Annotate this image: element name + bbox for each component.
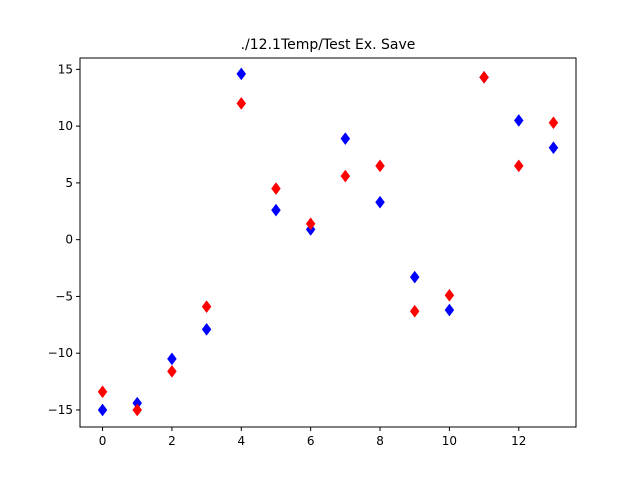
data-point [375,159,385,173]
data-point [444,288,455,302]
x-tick-label: 10 [442,434,457,448]
y-tick-label: −10 [48,346,73,360]
data-point [97,403,108,417]
x-tick-label: 0 [99,434,107,448]
data-point [409,304,420,318]
x-tick-label: 2 [168,434,176,448]
plot-area: 0 2 4 6 8 10 12 −15 −10 −5 0 5 10 15 [48,57,577,448]
axes-frame [79,57,577,428]
data-point [132,403,143,417]
x-tick-label: 12 [511,434,526,448]
data-point [375,195,385,209]
data-point [271,182,281,195]
y-tick-label: 0 [65,233,73,247]
data-point [236,96,247,110]
data-point [340,132,351,146]
data-point [167,364,177,378]
data-point [513,114,524,127]
y-tick-label: 10 [58,119,73,133]
y-tick-label: −15 [48,403,73,417]
data-point [201,322,212,336]
data-point [548,116,559,130]
data-point [167,352,177,366]
data-point [409,270,420,284]
x-tick-label: 8 [376,434,384,448]
data-point [340,169,351,183]
data-point [305,217,316,231]
data-point [444,303,455,317]
x-tick-label: 6 [307,434,315,448]
data-point [548,141,559,155]
data-point [271,203,281,217]
y-tick-label: 5 [65,176,73,190]
data-point [479,70,489,84]
data-point [201,300,212,314]
x-tick-label: 4 [237,434,245,448]
data-point [236,67,247,81]
y-tick-label: 15 [58,62,73,76]
data-point [513,159,524,173]
y-tick-label: −5 [55,289,73,303]
chart-title: ./12.1Temp/Test Ex. Save [241,37,416,53]
data-point [97,385,108,399]
